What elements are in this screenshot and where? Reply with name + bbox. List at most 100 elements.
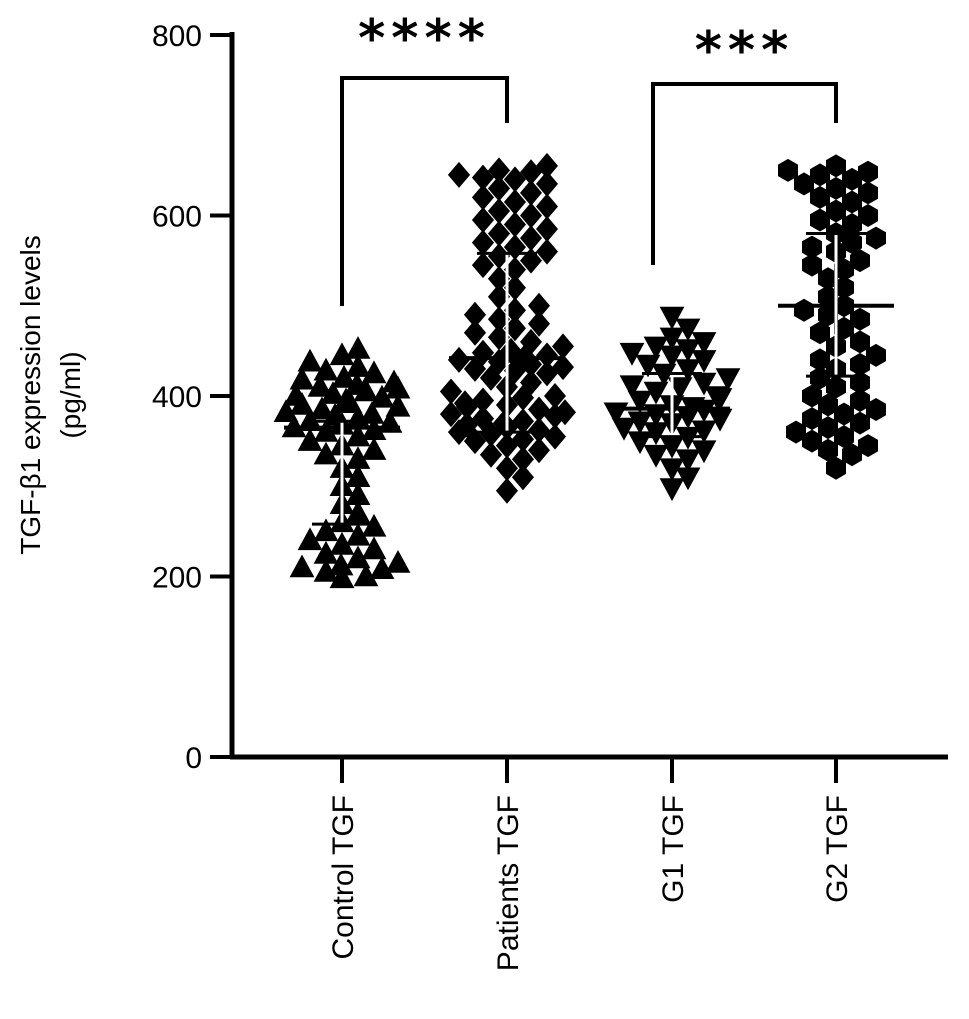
point-1-65 [536, 216, 558, 242]
point-3-26 [850, 307, 870, 331]
point-0-56 [297, 348, 323, 372]
point-3-46 [810, 185, 830, 209]
point-3-11 [866, 398, 886, 421]
point-1-68 [520, 202, 542, 229]
point-2-38 [659, 327, 685, 351]
sig-bracket-1 [651, 82, 838, 265]
point-2-24 [643, 381, 669, 405]
sig-bracket-0 [340, 76, 509, 306]
point-0-24 [361, 437, 387, 460]
point-3-52 [858, 160, 878, 184]
point-3-39 [866, 226, 886, 250]
point-3-13 [850, 389, 870, 412]
point-3-54 [826, 154, 846, 178]
y-tick-label-200: 200 [152, 562, 202, 595]
point-2-4 [643, 444, 669, 468]
point-3-48 [826, 176, 846, 200]
y-tick-label-0: 0 [185, 742, 202, 775]
point-2-10 [691, 420, 717, 444]
point-0-51 [289, 366, 315, 390]
point-2-9 [643, 422, 669, 446]
point-3-33 [834, 258, 854, 282]
point-1-47 [503, 315, 526, 342]
point-3-50 [842, 167, 862, 191]
point-1-28 [439, 378, 463, 405]
point-3-17 [810, 366, 830, 390]
sig-label-1: *** [695, 21, 795, 81]
point-1-76 [503, 166, 526, 193]
point-2-28 [715, 368, 741, 391]
point-2-32 [691, 350, 717, 373]
point-3-32 [818, 267, 838, 291]
point-3-25 [834, 316, 854, 340]
point-1-5 [528, 437, 550, 464]
point-2-29 [651, 363, 677, 387]
point-1-74 [487, 175, 511, 202]
point-2-25 [667, 377, 693, 400]
point-2-33 [659, 345, 685, 369]
point-0-11 [297, 527, 323, 551]
point-3-1 [842, 443, 862, 467]
point-3-20 [810, 348, 830, 372]
point-2-14 [707, 408, 733, 432]
point-1-46 [463, 319, 487, 346]
point-1-15 [492, 410, 515, 437]
point-2-5 [691, 440, 717, 464]
point-1-44 [520, 328, 542, 355]
point-0-18 [345, 482, 371, 505]
point-1-1 [511, 464, 534, 491]
point-3-6 [786, 420, 806, 444]
point-1-21 [528, 396, 550, 423]
point-1-73 [520, 179, 542, 206]
point-3-12 [818, 393, 838, 417]
point-2-23 [704, 386, 730, 409]
point-0-14 [361, 513, 387, 537]
point-3-38 [842, 231, 862, 255]
point-2-26 [619, 375, 645, 399]
point-1-4 [479, 441, 503, 468]
point-1-54 [503, 274, 526, 301]
point-1-35 [552, 354, 574, 381]
point-0-58 [345, 336, 371, 359]
point-1-2 [495, 455, 518, 482]
y-tick-label-400: 400 [152, 381, 202, 414]
plot-axes: 0 200 400 600 800 Control TGF Patients TGF G1 T… [152, 20, 948, 971]
point-0-12 [345, 522, 371, 546]
point-3-42 [810, 208, 830, 232]
point-3-19 [850, 352, 870, 376]
point-1-49 [487, 306, 511, 333]
point-0-4 [289, 554, 315, 578]
point-1-69 [487, 198, 511, 224]
point-3-31 [834, 276, 854, 300]
point-1-67 [471, 207, 495, 233]
point-0-42 [333, 387, 359, 411]
point-0-39 [385, 393, 411, 417]
point-1-20 [554, 399, 576, 426]
point-3-37 [802, 235, 822, 259]
point-1-71 [503, 189, 526, 215]
point-3-7 [818, 416, 838, 440]
point-0-9 [361, 536, 387, 560]
significance-brackets: **** *** [340, 9, 838, 306]
point-2-27 [691, 372, 717, 396]
point-1-75 [536, 170, 558, 197]
point-0-0 [329, 565, 355, 589]
point-3-27 [818, 303, 838, 327]
point-2-37 [691, 332, 717, 355]
point-3-14 [802, 384, 822, 408]
point-3-45 [842, 190, 862, 214]
point-3-0 [826, 456, 846, 480]
point-2-11 [611, 417, 637, 441]
point-2-40 [659, 306, 685, 330]
point-1-62 [471, 229, 495, 256]
point-0-43 [369, 384, 395, 408]
point-0-7 [345, 545, 371, 569]
point-0-26 [297, 428, 323, 451]
x-tick-label-1: Patients TGF [492, 795, 525, 971]
point-1-19 [439, 401, 463, 428]
point-2-30 [675, 359, 701, 382]
point-0-55 [345, 354, 371, 377]
point-0-33 [297, 408, 323, 431]
point-1-63 [520, 225, 542, 252]
point-0-38 [309, 396, 335, 420]
